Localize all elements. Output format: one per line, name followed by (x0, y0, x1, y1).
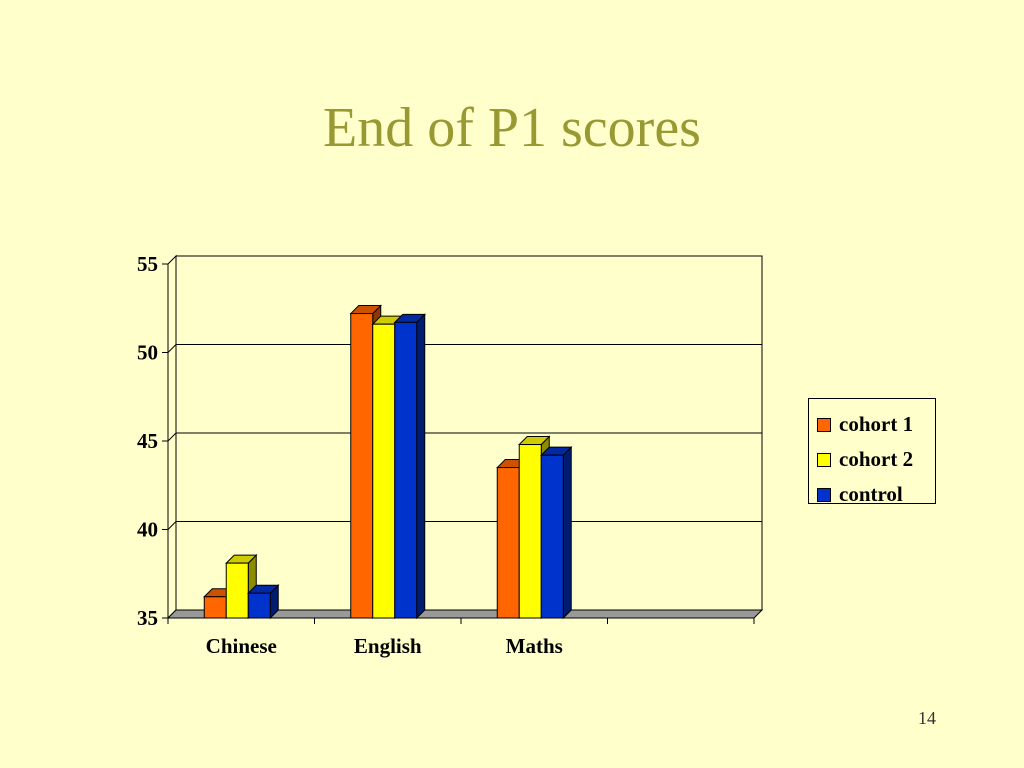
legend-label: control (839, 482, 903, 506)
bar (350, 313, 374, 619)
bar (540, 454, 564, 619)
legend-item: cohort 1 (817, 407, 935, 442)
legend-swatch (817, 417, 831, 432)
bar-side (562, 445, 572, 620)
page-number: 14 (918, 708, 936, 728)
bar (203, 596, 227, 619)
bar (394, 321, 418, 619)
bar-side (416, 313, 426, 620)
bar (496, 467, 520, 619)
y-tick-label: 55 (137, 252, 158, 276)
x-tick-label: Chinese (206, 634, 277, 658)
x-tick-label: English (354, 634, 422, 658)
bar (247, 592, 271, 619)
legend-label: cohort 2 (839, 447, 914, 471)
y-tick-label: 45 (137, 429, 158, 453)
bar (518, 444, 542, 619)
gridline-side (167, 432, 177, 442)
legend-item: control (817, 477, 935, 512)
gridline-side (167, 344, 177, 353)
bar (225, 562, 249, 619)
legend-swatch (817, 452, 831, 467)
legend-item: cohort 2 (817, 442, 935, 477)
legend-swatch (817, 487, 831, 502)
bar (372, 323, 396, 619)
gridline-side (167, 521, 177, 530)
y-tick-label: 50 (137, 341, 158, 365)
legend-label: cohort 1 (839, 412, 914, 436)
x-tick-label: Maths (506, 634, 563, 658)
y-tick-label: 35 (137, 606, 158, 630)
y-tick-label: 40 (137, 518, 158, 542)
slide-title: End of P1 scores (323, 97, 701, 159)
chart-legend: cohort 1 cohort 2 control (808, 398, 936, 506)
